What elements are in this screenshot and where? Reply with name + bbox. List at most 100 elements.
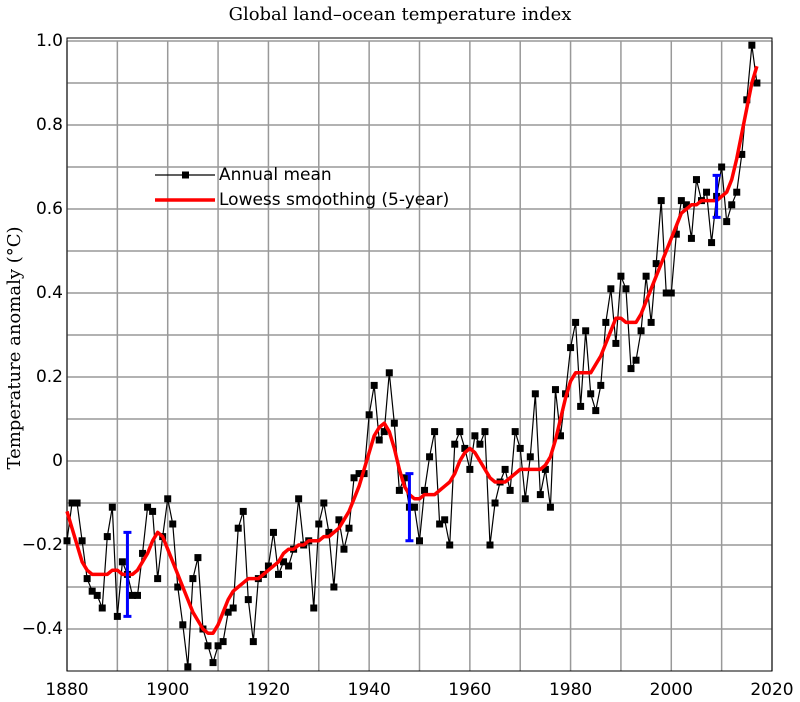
data-point (572, 318, 580, 326)
data-point (325, 528, 333, 536)
y-tick-label: 1.0 (36, 31, 63, 51)
data-point (410, 503, 418, 511)
data-point (93, 591, 101, 599)
data-point (400, 474, 408, 482)
x-tick-label: 1980 (549, 680, 592, 700)
data-point (416, 537, 423, 545)
data-point (194, 554, 202, 562)
data-point (481, 428, 489, 436)
data-point (340, 545, 348, 553)
data-point (310, 604, 318, 612)
data-point (612, 339, 620, 347)
data-point (154, 575, 162, 583)
data-point (335, 516, 343, 524)
data-point (546, 503, 554, 511)
data-point (375, 436, 383, 444)
data-point (567, 344, 575, 352)
data-point (501, 465, 509, 473)
data-point (164, 495, 172, 503)
data-point (264, 562, 272, 570)
data-point (506, 486, 514, 494)
data-point (511, 428, 519, 436)
data-point (652, 260, 660, 268)
data-point (174, 583, 182, 591)
data-point (738, 150, 746, 158)
data-point (179, 621, 187, 629)
data-point (249, 638, 257, 646)
data-point (521, 495, 529, 503)
data-point (209, 659, 217, 667)
data-point (718, 163, 726, 171)
data-point (677, 197, 685, 205)
data-point (108, 503, 116, 511)
data-point (184, 663, 192, 671)
series-line (65, 65, 759, 635)
data-point (466, 465, 474, 473)
data-point (526, 453, 534, 461)
data-point (134, 591, 141, 599)
data-point (189, 575, 197, 583)
data-point (436, 520, 444, 528)
data-point (98, 604, 106, 612)
data-point (662, 289, 670, 297)
data-point (622, 285, 630, 293)
data-point (395, 486, 403, 494)
data-point (682, 201, 690, 209)
error-bar (712, 173, 721, 219)
data-point (748, 41, 756, 49)
chart-title: Global land–ocean temperature index (229, 4, 572, 25)
legend-marker (182, 171, 189, 179)
data-point (557, 432, 564, 440)
x-tick-label: 1940 (348, 680, 391, 700)
data-point (597, 381, 605, 389)
legend-label: Lowess smoothing (5-year) (219, 190, 449, 210)
data-point (471, 432, 479, 440)
data-point (229, 604, 237, 612)
data-point (144, 503, 152, 511)
x-tick-label: 2020 (750, 680, 793, 700)
plot-frame (66, 37, 773, 672)
data-point (275, 570, 282, 578)
data-point (169, 520, 177, 528)
data-point (551, 386, 559, 394)
data-point (587, 390, 595, 398)
data-point (456, 428, 464, 436)
data-point (421, 486, 429, 494)
data-point (723, 218, 731, 226)
data-point (295, 495, 303, 503)
data-point (63, 537, 71, 545)
data-point (330, 583, 338, 591)
error-bar (123, 530, 132, 618)
data-point (214, 642, 222, 650)
error-bar (405, 472, 414, 543)
y-tick-label: 0.4 (36, 283, 63, 303)
data-point (577, 402, 585, 410)
data-point (461, 444, 469, 452)
data-point (692, 176, 700, 184)
y-tick-label: 0 (52, 451, 63, 471)
data-point (426, 453, 434, 461)
data-point (280, 558, 288, 566)
data-point (733, 188, 741, 196)
data-point (536, 491, 544, 499)
data-point (607, 285, 615, 293)
data-point (128, 591, 136, 599)
x-tick-label: 1880 (45, 680, 88, 700)
data-point (285, 562, 293, 570)
data-point (476, 440, 484, 448)
data-point (234, 524, 242, 532)
y-tick-label: −0.2 (22, 535, 63, 555)
data-point (491, 499, 499, 507)
data-point (365, 411, 373, 419)
data-point (118, 558, 126, 566)
data-point (431, 428, 439, 436)
data-point (667, 289, 675, 297)
data-point (541, 465, 549, 473)
data-point (219, 638, 227, 646)
y-tick-label: 0.2 (36, 367, 63, 387)
data-point (88, 587, 96, 595)
data-point (637, 327, 645, 335)
data-point (617, 272, 625, 280)
x-tick-label: 1900 (146, 680, 189, 700)
